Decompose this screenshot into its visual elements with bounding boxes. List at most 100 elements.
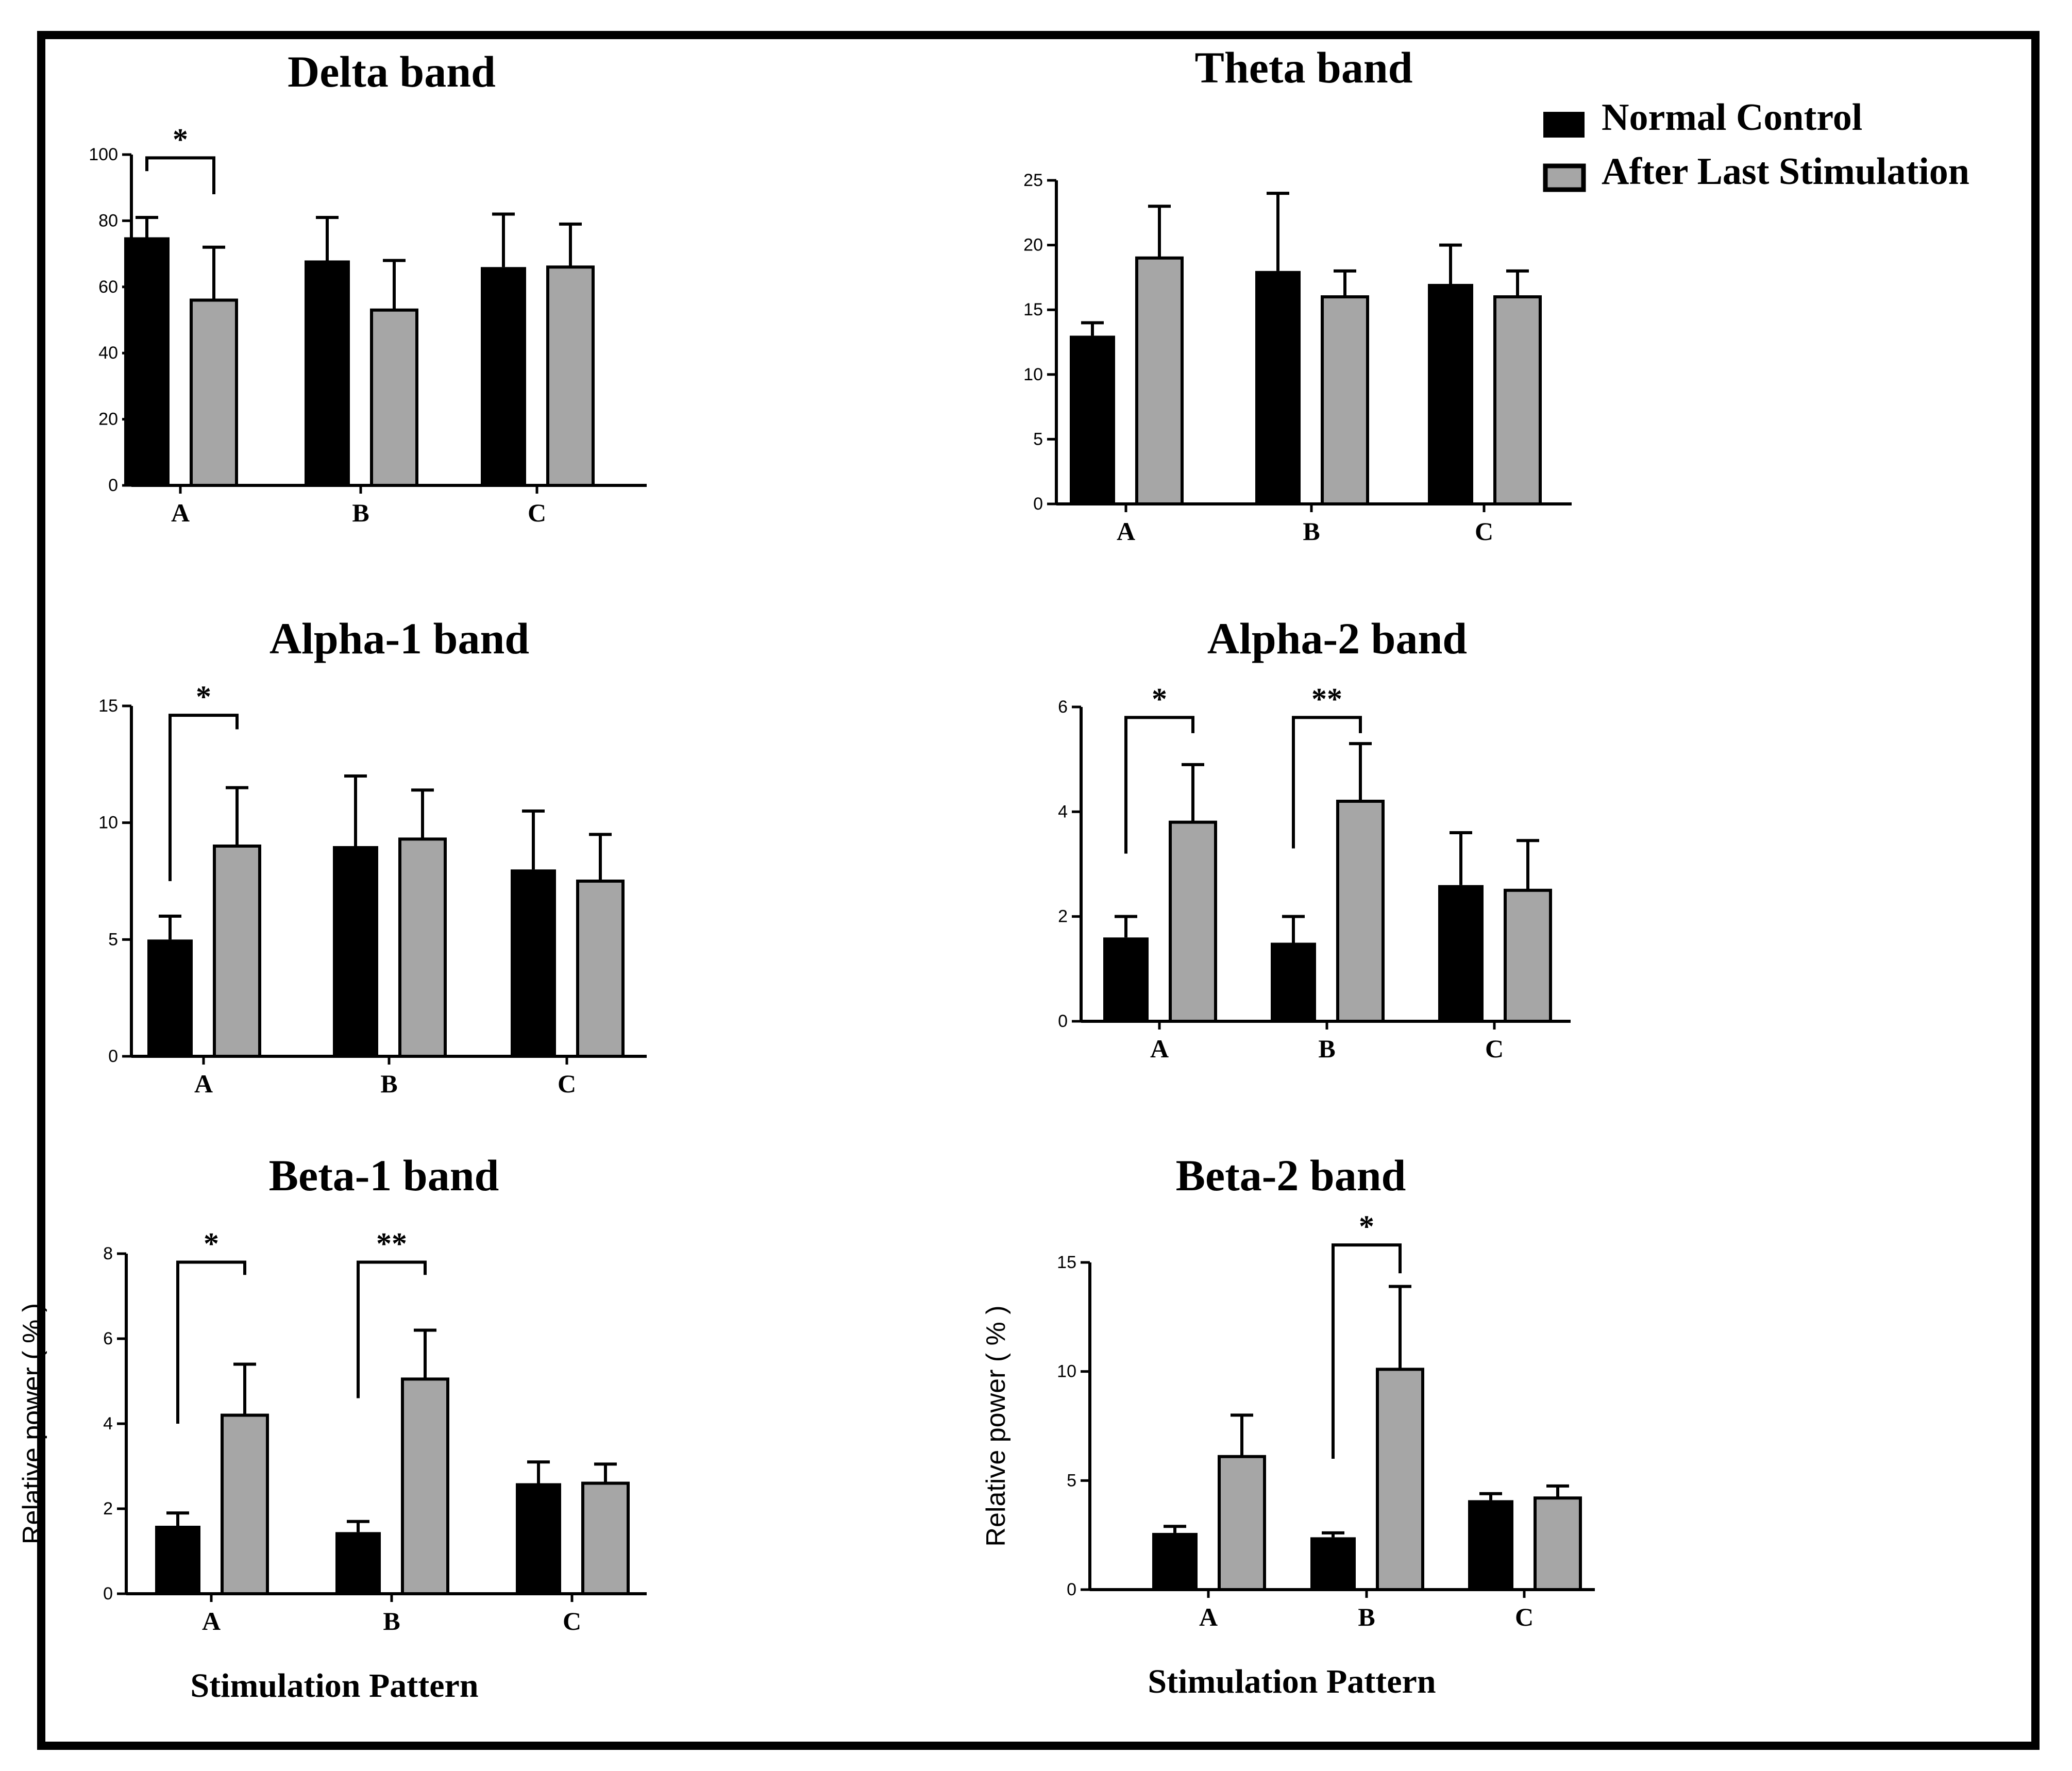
y-tick-label-alpha1: 5 <box>108 930 118 949</box>
significance-label-alpha1: * <box>196 680 211 714</box>
bar-alpha1-after-last-stimulation <box>213 845 261 1058</box>
chart-title-beta2: Beta-2 band <box>1176 1151 1406 1200</box>
x-tick-label-delta: C <box>528 498 546 527</box>
bar-alpha2-after-last-stimulation <box>1169 820 1217 1023</box>
bar-beta2-after-last-stimulation <box>1218 1455 1266 1591</box>
significance-bracket-delta <box>145 156 215 195</box>
bar-alpha1-after-last-stimulation <box>576 880 625 1058</box>
y-tick-label-alpha2: 6 <box>1058 697 1068 717</box>
y-axis-title-beta1: Relative power ( % ) <box>18 1303 47 1544</box>
bar-beta1-after-last-stimulation <box>221 1413 269 1595</box>
bar-delta-normal-control <box>124 237 170 485</box>
y-tick-label-alpha2: 2 <box>1058 907 1068 926</box>
bar-beta1-after-last-stimulation <box>401 1377 449 1595</box>
significance-bracket-alpha2 <box>1124 716 1194 854</box>
x-tick-label-beta1: B <box>383 1607 400 1635</box>
y-tick-label-delta: 20 <box>98 410 118 429</box>
legend-label-normal-control: Normal Control <box>1602 96 1862 139</box>
bar-beta2-normal-control <box>1152 1532 1198 1590</box>
y-tick-label-theta: 25 <box>1023 171 1043 190</box>
x-tick-label-alpha1: A <box>194 1069 213 1098</box>
chart-title-alpha2: Alpha-2 band <box>1207 614 1467 663</box>
y-tick-label-alpha2: 0 <box>1058 1011 1068 1031</box>
x-tick-label-beta2: C <box>1515 1603 1534 1631</box>
x-tick-label-delta: A <box>171 498 190 527</box>
y-tick-label-beta1: 8 <box>103 1244 113 1263</box>
bar-beta2-after-last-stimulation <box>1376 1368 1424 1592</box>
bar-alpha2-normal-control <box>1103 937 1149 1021</box>
bar-delta-normal-control <box>305 260 350 485</box>
y-tick-label-alpha1: 10 <box>98 813 118 833</box>
legend-swatch-after-last-stimulation <box>1543 163 1586 192</box>
bar-delta-normal-control <box>481 267 526 485</box>
x-tick-label-beta1: C <box>563 1607 581 1635</box>
panel-delta: Delta band 0 20 40 60 80 100 A B C * <box>89 47 647 527</box>
figure-border <box>37 31 2040 1750</box>
bar-theta-after-last-stimulation <box>1135 256 1184 505</box>
bar-delta-after-last-stimulation <box>546 265 595 487</box>
y-tick-label-theta: 5 <box>1033 429 1043 449</box>
bar-theta-after-last-stimulation <box>1493 295 1542 506</box>
bar-delta-after-last-stimulation <box>190 298 238 487</box>
x-tick-label-alpha2: B <box>1318 1034 1335 1063</box>
y-tick-label-beta1: 6 <box>103 1329 113 1348</box>
significance-bracket-beta2 <box>1332 1243 1402 1459</box>
significance-bracket-alpha2 <box>1292 716 1362 849</box>
panel-beta2: Beta-2 band 0 5 10 15 A B C * Relative power ( % … <box>981 1151 1595 1700</box>
x-tick-label-theta: A <box>1117 517 1135 546</box>
significance-label-alpha2: ** <box>1311 682 1342 716</box>
bar-alpha2-after-last-stimulation <box>1504 888 1552 1023</box>
panel-alpha1: Alpha-1 band 0 5 10 15 A B C * <box>98 614 647 1098</box>
x-tick-label-theta: C <box>1475 517 1493 546</box>
y-tick-label-alpha1: 0 <box>108 1047 118 1066</box>
y-tick-label-beta2: 15 <box>1057 1253 1076 1272</box>
x-tick-label-alpha2: C <box>1485 1034 1504 1063</box>
bar-alpha2-normal-control <box>1438 885 1484 1021</box>
chart-title-theta: Theta band <box>1195 43 1413 92</box>
y-tick-label-theta: 15 <box>1023 300 1043 319</box>
y-tick-label-alpha1: 15 <box>98 696 118 716</box>
bar-beta2-normal-control <box>1468 1500 1513 1590</box>
y-tick-label-beta1: 0 <box>103 1584 113 1604</box>
bar-beta1-normal-control <box>155 1526 200 1594</box>
significance-bracket-beta1 <box>357 1260 427 1398</box>
bar-theta-normal-control <box>1070 335 1115 504</box>
chart-title-delta: Delta band <box>288 47 496 96</box>
significance-label-beta1: * <box>204 1227 219 1261</box>
x-tick-label-beta2: B <box>1358 1603 1375 1631</box>
x-tick-label-alpha1: B <box>380 1069 397 1098</box>
y-tick-label-beta2: 0 <box>1067 1580 1076 1599</box>
x-tick-label-alpha1: C <box>558 1069 576 1098</box>
y-axis-title-beta2: Relative power ( % ) <box>981 1305 1011 1546</box>
bar-alpha1-after-last-stimulation <box>398 837 447 1058</box>
significance-bracket-alpha1 <box>169 714 239 881</box>
significance-label-beta2: * <box>1359 1209 1374 1243</box>
significance-label-delta: * <box>173 122 188 156</box>
y-tick-label-delta: 80 <box>98 211 118 230</box>
legend: Normal Control After Last Stimulation <box>1543 96 1969 193</box>
chart-title-alpha1: Alpha-1 band <box>269 614 529 663</box>
y-tick-label-beta2: 10 <box>1057 1362 1076 1381</box>
bar-theta-normal-control <box>1255 271 1301 504</box>
y-tick-label-theta: 20 <box>1023 235 1043 255</box>
x-tick-label-alpha2: A <box>1150 1034 1169 1063</box>
significance-label-alpha2: * <box>1152 682 1167 716</box>
y-tick-label-theta: 0 <box>1033 494 1043 514</box>
bar-beta2-after-last-stimulation <box>1534 1496 1582 1591</box>
bar-alpha2-after-last-stimulation <box>1336 800 1385 1023</box>
x-tick-label-delta: B <box>352 498 369 527</box>
legend-label-after-last-stimulation: After Last Stimulation <box>1602 150 1969 193</box>
bar-alpha1-normal-control <box>333 846 378 1056</box>
x-tick-label-beta1: A <box>202 1607 221 1635</box>
y-tick-label-delta: 100 <box>89 145 118 164</box>
bar-delta-after-last-stimulation <box>370 308 418 487</box>
bar-alpha1-normal-control <box>511 869 556 1056</box>
y-tick-label-alpha2: 4 <box>1058 802 1068 821</box>
y-tick-label-delta: 40 <box>98 343 118 363</box>
bar-alpha2-normal-control <box>1271 942 1316 1021</box>
y-tick-label-theta: 10 <box>1023 365 1043 384</box>
y-tick-label-delta: 0 <box>108 476 118 495</box>
